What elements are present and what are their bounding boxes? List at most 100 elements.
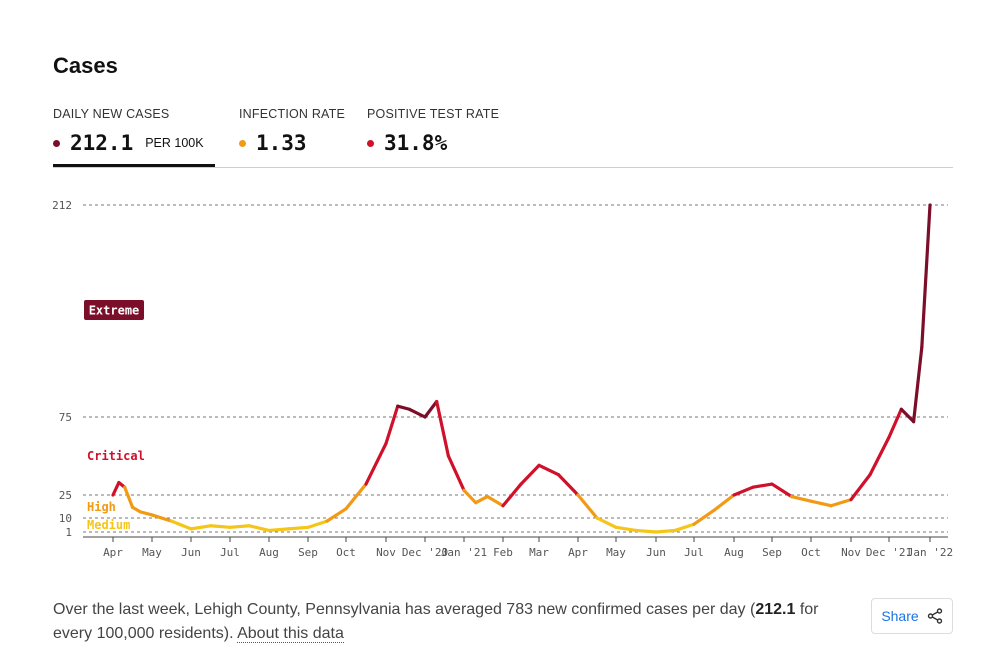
tab-value: 212.1 bbox=[70, 131, 134, 155]
line-segment bbox=[654, 528, 677, 534]
risk-label-extreme-bg bbox=[84, 300, 144, 320]
line-segment bbox=[576, 493, 599, 520]
tab-label: POSITIVE TEST RATE bbox=[367, 107, 500, 121]
line-segment bbox=[485, 494, 505, 508]
risk-label-medium: Medium bbox=[87, 518, 130, 532]
risk-label-extreme: Extreme bbox=[89, 304, 140, 318]
tab-daily-new-cases[interactable]: DAILY NEW CASES 212.1 PER 100K bbox=[53, 104, 215, 167]
share-icon bbox=[927, 608, 942, 624]
line-segment bbox=[849, 473, 872, 502]
summary-rate: 212.1 bbox=[755, 601, 796, 618]
risk-level-labels: Extreme Critical High Medium bbox=[84, 300, 145, 532]
line-segment bbox=[868, 435, 891, 477]
line-segment bbox=[501, 482, 523, 508]
series-dot bbox=[239, 139, 246, 147]
summary-text: Over the last week, Lehigh County, Penns… bbox=[53, 598, 823, 646]
tab-label: DAILY NEW CASES bbox=[53, 107, 170, 121]
x-tick-label: Mar bbox=[529, 546, 549, 559]
x-tick-label: Sep bbox=[298, 546, 318, 559]
summary-prefix: Over the last week, Lehigh County, Penns… bbox=[53, 601, 756, 618]
x-tick-label: Jun bbox=[646, 546, 666, 559]
line-segment bbox=[556, 473, 580, 497]
x-tick-label: Sep bbox=[762, 546, 782, 559]
line-segment bbox=[344, 482, 368, 511]
tab-value: 31.8% bbox=[384, 131, 448, 155]
line-segment bbox=[789, 494, 813, 503]
line-segment bbox=[712, 493, 736, 512]
line-segment bbox=[887, 407, 903, 439]
line-segment bbox=[446, 454, 466, 492]
x-tick-label: Aug bbox=[724, 546, 744, 559]
line-segment bbox=[150, 513, 174, 523]
gridlines: 110 25 75 212 bbox=[52, 199, 948, 539]
tab-positive-test-rate[interactable]: POSITIVE TEST RATE 31.8% bbox=[367, 104, 517, 167]
y-tick-label: 212 bbox=[52, 199, 72, 212]
line-segment bbox=[770, 482, 794, 499]
x-tick-label: Jun bbox=[181, 546, 201, 559]
share-button[interactable]: Share bbox=[871, 598, 953, 634]
line-segment bbox=[189, 524, 213, 531]
line-segment bbox=[614, 525, 638, 533]
line-segment bbox=[111, 480, 121, 497]
x-tick-label: Apr bbox=[568, 546, 588, 559]
line-segment bbox=[519, 463, 541, 486]
line-segment bbox=[208, 524, 232, 529]
share-label: Share bbox=[881, 608, 919, 624]
line-segment bbox=[732, 485, 755, 497]
about-data-link[interactable]: About this data bbox=[237, 625, 344, 643]
y-tick-label: 75 bbox=[59, 411, 72, 424]
x-tick-label: Aug bbox=[259, 546, 279, 559]
line-segment bbox=[267, 527, 291, 533]
tab-value: 1.33 bbox=[256, 131, 307, 155]
x-tick-label: Apr bbox=[103, 546, 123, 559]
line-segment bbox=[751, 482, 774, 489]
tab-label: INFECTION RATE bbox=[239, 107, 346, 121]
line-segment bbox=[809, 499, 833, 508]
tab-unit: PER 100K bbox=[145, 136, 204, 150]
x-tick-label: Jul bbox=[684, 546, 704, 559]
x-tick-label: Nov bbox=[376, 546, 396, 559]
line-segment bbox=[673, 522, 696, 533]
x-tick-label: Dec '20 bbox=[402, 546, 448, 559]
x-tick-label: May bbox=[142, 546, 162, 559]
x-tick-label: Jul bbox=[220, 546, 240, 559]
line-segment bbox=[138, 510, 154, 517]
line-segment bbox=[286, 525, 310, 531]
tab-infection-rate[interactable]: INFECTION RATE 1.33 bbox=[239, 104, 359, 167]
line-segment bbox=[306, 519, 329, 529]
x-tick-label: Feb bbox=[493, 546, 513, 559]
line-segment bbox=[537, 463, 561, 477]
x-tick-label: Nov bbox=[841, 546, 861, 559]
x-tick-label: Jan '22 bbox=[907, 546, 953, 559]
line-segment bbox=[123, 485, 135, 509]
line-segment bbox=[634, 528, 658, 534]
line-segment bbox=[911, 345, 924, 424]
line-segment bbox=[462, 488, 478, 505]
metric-tabs: DAILY NEW CASES 212.1 PER 100K INFECTION… bbox=[53, 104, 953, 168]
line-segment bbox=[169, 519, 193, 531]
line-segment bbox=[829, 498, 853, 508]
cases-line-chart: 110 25 75 212 Extreme Critical High Medium Apr… bbox=[52, 199, 953, 559]
x-tick-label: May bbox=[606, 546, 626, 559]
x-tick-label: Oct bbox=[801, 546, 821, 559]
risk-label-high: High bbox=[87, 500, 116, 514]
x-tick-label: Dec '21 bbox=[866, 546, 912, 559]
line-segment bbox=[474, 494, 489, 505]
line-segment bbox=[407, 407, 427, 419]
line-segment bbox=[384, 404, 400, 446]
line-segment bbox=[899, 407, 916, 424]
y-tick-label: 1 bbox=[65, 526, 72, 539]
summary-suffix: for every 100,000 residents). bbox=[53, 601, 819, 642]
line-segment bbox=[228, 524, 252, 529]
line-segment bbox=[692, 508, 716, 526]
section-title: Cases bbox=[53, 53, 118, 78]
line-segment bbox=[364, 441, 388, 486]
risk-label-critical: Critical bbox=[87, 449, 145, 463]
line-segment bbox=[435, 399, 450, 458]
x-tick-label: Jan '21 bbox=[441, 546, 487, 559]
y-tick-label: 25 bbox=[59, 489, 72, 502]
cases-line bbox=[111, 203, 932, 534]
y-tick-label: 10 bbox=[59, 512, 72, 525]
line-segment bbox=[396, 404, 411, 411]
